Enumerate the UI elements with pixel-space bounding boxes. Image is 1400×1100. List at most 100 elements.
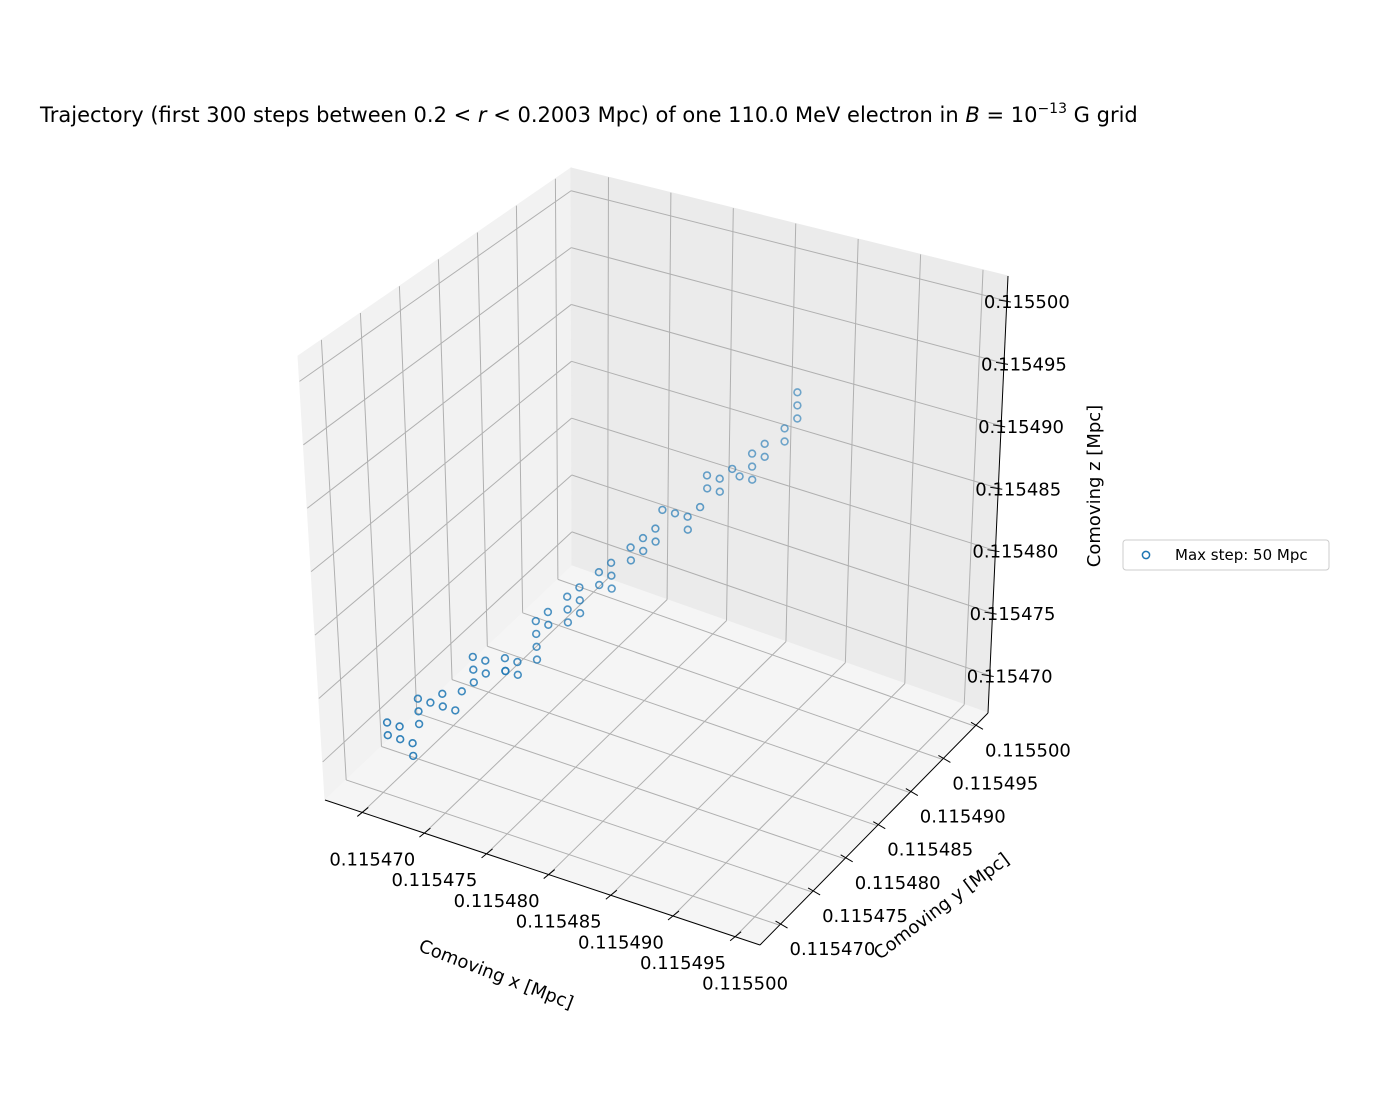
data-point <box>575 608 585 618</box>
data-point <box>695 502 705 512</box>
grid-line <box>557 578 976 727</box>
data-point <box>780 437 789 446</box>
z-tick-mark <box>993 424 1006 428</box>
grid-line <box>785 223 797 642</box>
x-tick-label: 0.115490 <box>578 932 664 953</box>
z-axis-line <box>987 275 1009 714</box>
z-tick-label: 0.115490 <box>978 417 1064 438</box>
grid-line <box>416 712 845 860</box>
legend-marker <box>1141 550 1151 560</box>
data-point <box>626 556 636 565</box>
z-tick-label: 0.115470 <box>967 667 1053 688</box>
tick-marks <box>356 299 1011 942</box>
data-point <box>408 738 417 748</box>
x-tick-mark <box>356 807 369 817</box>
data-point <box>395 722 404 731</box>
data-point <box>513 670 522 679</box>
data-point <box>469 678 478 687</box>
grid-line <box>361 578 609 813</box>
legend-box <box>1122 539 1330 571</box>
scatter-series <box>382 388 802 761</box>
z-tick-label: 0.115480 <box>972 542 1058 563</box>
x-tick-mark <box>543 869 556 879</box>
z-tick-label: 0.115495 <box>981 354 1067 375</box>
grid-line <box>476 232 488 647</box>
data-point <box>594 567 604 577</box>
z-tick-labels: 0.115470 0.115475 0.115480 0.115485 0.11… <box>967 292 1070 688</box>
data-point <box>532 655 542 664</box>
data-point <box>651 524 660 533</box>
legend: Max step: 50 Mpc <box>1122 539 1330 571</box>
data-point <box>747 475 757 484</box>
grid-line <box>322 531 573 763</box>
grid-line <box>571 417 996 552</box>
x-tick-label: 0.115495 <box>640 953 726 974</box>
axis-lines <box>324 275 1009 946</box>
y-axis-line <box>759 712 989 946</box>
data-point <box>735 472 744 481</box>
grid-line <box>487 645 910 794</box>
y-tick-mark <box>938 754 951 763</box>
data-point <box>760 452 769 461</box>
data-point <box>414 707 423 716</box>
grid-line <box>607 177 609 579</box>
data-point <box>683 512 692 521</box>
data-point <box>658 505 667 515</box>
x-tick-label: 0.115475 <box>391 870 477 891</box>
grid-line <box>381 746 813 893</box>
data-point <box>382 718 392 727</box>
grid-line <box>963 269 984 705</box>
grid-line <box>314 417 572 636</box>
data-point <box>451 706 460 715</box>
data-point <box>638 533 648 543</box>
y-tick-label: 0.115485 <box>887 840 973 861</box>
data-point <box>500 653 510 663</box>
data-point <box>469 665 478 674</box>
data-point <box>575 596 584 605</box>
grid-line <box>672 683 906 917</box>
z-tick-label: 0.115475 <box>970 604 1056 625</box>
y-tick-label: 0.115470 <box>790 939 876 960</box>
grid-line <box>570 190 1007 302</box>
grid-line <box>571 303 1002 427</box>
x-axis-line <box>324 799 761 946</box>
z-tick-label: 0.115485 <box>975 479 1061 500</box>
data-point <box>563 618 573 627</box>
data-point <box>383 730 392 740</box>
grid-line <box>610 662 846 896</box>
data-point <box>562 592 572 601</box>
data-point <box>702 484 712 493</box>
x-tick-label: 0.115500 <box>702 974 788 995</box>
data-point <box>544 620 553 629</box>
data-point <box>414 719 424 729</box>
grid-line <box>303 247 572 446</box>
grid-line <box>306 304 572 509</box>
data-point <box>670 509 680 518</box>
x-tick-mark <box>605 889 618 900</box>
z-axis-label: Comoving z [Mpc] <box>1084 405 1105 567</box>
data-point <box>747 462 757 471</box>
grid-line <box>320 339 347 780</box>
grid-line <box>359 313 382 747</box>
x-tick-mark <box>481 848 493 859</box>
grid-line <box>515 205 524 613</box>
data-point <box>396 734 405 744</box>
y-tick-label: 0.115495 <box>952 773 1038 794</box>
y-tick-label: 0.115475 <box>822 906 908 927</box>
z-tick-mark <box>984 611 997 615</box>
grid-line <box>666 192 672 600</box>
z-tick-label: 0.115500 <box>984 292 1070 313</box>
y-tick-mark <box>905 788 919 796</box>
data-point <box>793 401 802 410</box>
legend-label: Max step: 50 Mpc <box>1175 546 1308 564</box>
data-point <box>638 546 648 556</box>
data-point <box>760 439 769 448</box>
y-tick-label: 0.115480 <box>855 873 941 894</box>
data-point <box>715 487 724 496</box>
y-tick-mark <box>807 887 821 896</box>
grid-line <box>318 474 573 699</box>
grid-line <box>346 779 780 926</box>
grid-line <box>437 259 453 680</box>
data-point <box>409 751 418 761</box>
